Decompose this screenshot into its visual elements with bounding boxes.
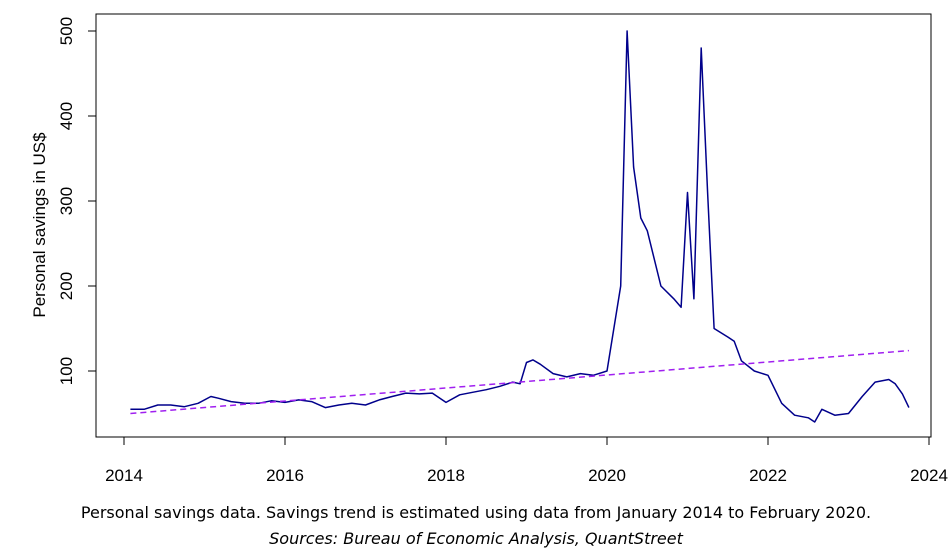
- y-tick-label: 300: [57, 187, 76, 215]
- savings-series-line: [130, 30, 910, 423]
- trend-line: [130, 349, 909, 415]
- y-tick-label: 100: [57, 357, 76, 385]
- x-tick-label: 2016: [266, 466, 304, 485]
- series-group: [130, 30, 910, 423]
- x-tick-label: 2020: [588, 466, 626, 485]
- savings-line-chart: Personal savings in US$ 2014 2016 2018 2020…: [30, 13, 948, 485]
- x-axis: 2014 2016 2018 2020 2022 2024: [105, 436, 948, 485]
- x-tick-label: 2022: [749, 466, 787, 485]
- y-axis-label: Personal savings in US$: [30, 132, 49, 318]
- x-tick-label: 2014: [105, 466, 143, 485]
- x-tick-label: 2018: [427, 466, 465, 485]
- caption-line-1: Personal savings data. Savings trend is …: [80, 503, 872, 522]
- caption-sources: Sources: Bureau of Economic Analysis, Qu…: [269, 529, 683, 548]
- x-tick-label: 2024: [910, 466, 948, 485]
- y-tick-label: 200: [57, 272, 76, 300]
- y-axis: 100 200 300 400 500: [57, 17, 97, 385]
- y-tick-label: 500: [57, 17, 76, 45]
- plot-frame: [95, 13, 932, 438]
- y-tick-label: 400: [57, 102, 76, 130]
